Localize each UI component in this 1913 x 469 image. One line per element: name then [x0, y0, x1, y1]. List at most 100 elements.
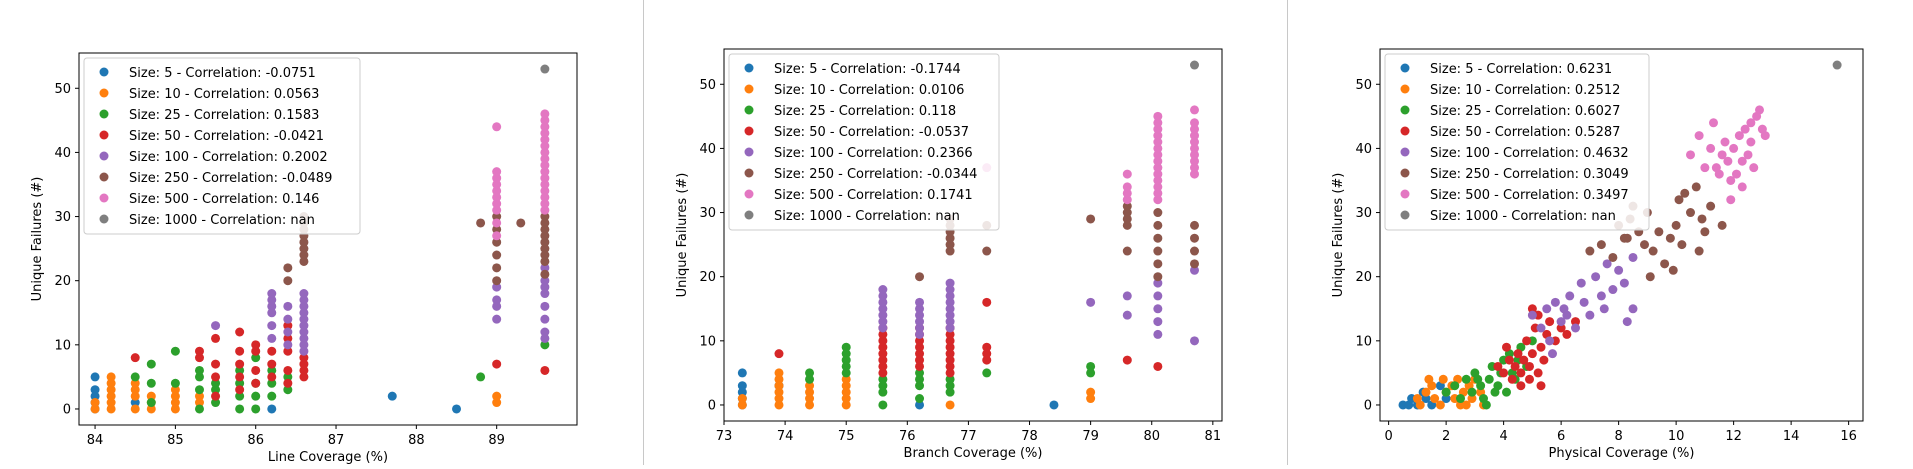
data-point — [878, 381, 888, 391]
legend-marker — [744, 189, 754, 199]
data-point — [1122, 291, 1132, 301]
data-point — [945, 361, 955, 371]
data-point — [267, 378, 277, 388]
data-point — [878, 336, 888, 346]
data-point — [130, 385, 140, 395]
data-point — [170, 378, 180, 388]
data-point — [1743, 150, 1753, 160]
y-tick-label: 20 — [699, 270, 716, 285]
data-point — [492, 212, 502, 222]
series-s50 — [1493, 304, 1580, 391]
data-point — [540, 179, 550, 189]
data-point — [492, 237, 502, 247]
data-point — [1832, 60, 1842, 70]
panel-divider — [643, 0, 644, 465]
data-point — [1502, 342, 1511, 352]
data-point — [915, 374, 925, 384]
chart-branch-coverage: 73 74 75 76 77 78 79 80 81 0 10 20 30 40 50 Branch Cove… — [675, 48, 1223, 461]
y-tick-label: 20 — [54, 274, 71, 289]
data-point — [982, 355, 992, 365]
data-point — [235, 385, 245, 395]
x-tick-label: 2 — [1442, 429, 1450, 444]
data-point — [1430, 394, 1440, 404]
data-point — [211, 385, 221, 395]
chart-panel-physical-coverage: 0 2 4 6 8 10 12 14 16 0 10 20 30 40 50 Physical Coverag… — [1288, 0, 1913, 465]
data-point — [878, 317, 888, 327]
x-tick-label: 77 — [960, 429, 977, 444]
data-point — [283, 263, 293, 273]
data-point — [945, 381, 955, 391]
data-point — [540, 205, 550, 215]
legend-entry: Size: 1000 - Correlation: nan — [1430, 209, 1616, 224]
data-point — [1671, 220, 1681, 230]
data-point — [1542, 304, 1552, 314]
data-point — [90, 404, 100, 414]
data-point — [540, 160, 550, 170]
data-point — [841, 361, 851, 371]
data-point — [878, 304, 888, 314]
data-point — [878, 387, 888, 397]
data-point — [1153, 259, 1163, 269]
y-tick-label: 30 — [1355, 206, 1372, 221]
data-point — [878, 291, 888, 301]
data-point — [805, 394, 815, 404]
data-point — [540, 186, 550, 196]
data-point — [1441, 387, 1451, 397]
data-point — [982, 349, 992, 359]
y-tick-label: 20 — [1355, 270, 1372, 285]
data-point — [1723, 156, 1733, 166]
data-point — [878, 400, 888, 410]
data-point — [540, 250, 550, 260]
data-point — [945, 342, 955, 352]
x-tick-label: 84 — [87, 433, 104, 448]
data-point — [1536, 323, 1546, 333]
data-point — [492, 173, 502, 183]
legend-marker — [99, 151, 109, 161]
data-point — [1525, 374, 1534, 384]
data-point — [194, 398, 204, 408]
legend-marker — [1400, 63, 1410, 73]
data-point — [1510, 361, 1520, 371]
data-point — [492, 276, 502, 286]
data-point — [540, 135, 550, 145]
data-point — [1746, 137, 1756, 147]
data-point — [267, 308, 277, 318]
legend-marker — [99, 109, 109, 119]
data-point — [945, 285, 955, 295]
data-point — [1614, 265, 1624, 275]
data-point — [106, 378, 116, 388]
legend-entry: Size: 500 - Correlation: 0.3497 — [1430, 188, 1629, 203]
data-point — [1527, 304, 1537, 314]
data-point — [1700, 163, 1710, 173]
data-point — [492, 199, 502, 209]
series-s500 — [982, 105, 1200, 205]
x-axis-label: Physical Coverage (%) — [1549, 446, 1695, 461]
data-point — [299, 244, 309, 254]
legend-entry: Size: 500 - Correlation: 0.146 — [129, 192, 319, 207]
data-point — [982, 297, 992, 307]
data-point — [878, 349, 888, 359]
data-point — [982, 368, 992, 378]
legend-entry: Size: 250 - Correlation: 0.3049 — [1430, 167, 1629, 182]
data-point — [1122, 214, 1132, 224]
data-point — [878, 285, 888, 295]
data-point — [1539, 355, 1549, 365]
data-point — [299, 359, 309, 369]
data-point — [1153, 169, 1163, 179]
series-s1000 — [540, 64, 550, 74]
data-point — [1726, 195, 1736, 205]
data-point — [1709, 118, 1718, 128]
data-point — [1086, 361, 1096, 371]
data-point — [915, 329, 925, 339]
data-point — [299, 321, 309, 331]
data-point — [915, 310, 925, 320]
data-point — [1571, 317, 1580, 327]
data-point — [1190, 259, 1200, 269]
data-point — [1086, 387, 1096, 397]
y-axis-label: Unique Failures (#) — [1331, 173, 1346, 298]
data-point — [945, 278, 955, 288]
legend-entry: Size: 25 - Correlation: 0.1583 — [129, 108, 319, 123]
data-point — [170, 346, 180, 356]
data-point — [945, 240, 955, 250]
data-point — [299, 250, 309, 260]
